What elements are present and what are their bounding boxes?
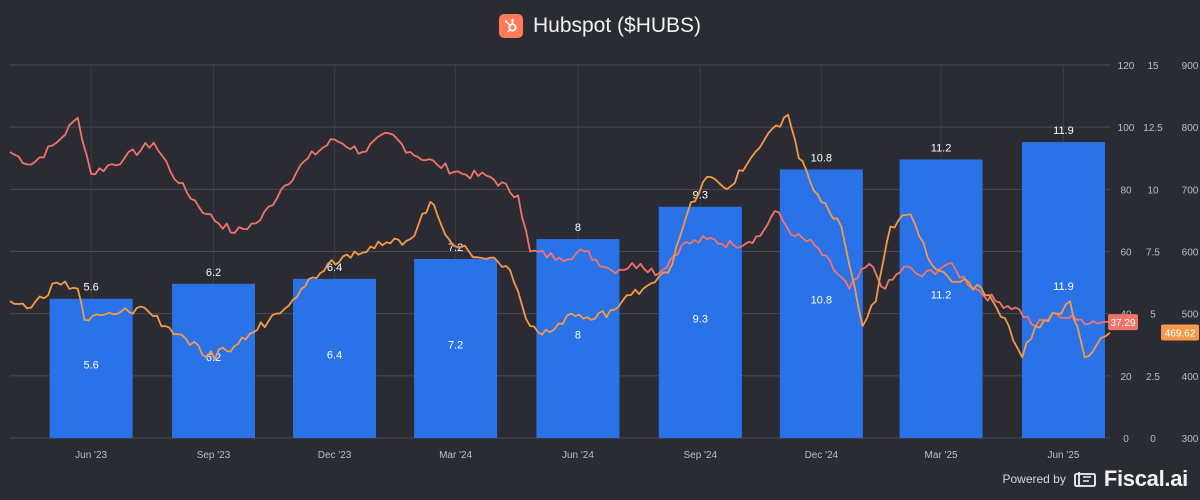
bar-inner-label: 11.2: [931, 290, 952, 302]
fiscal-ai-brand: Fiscal.ai: [1103, 466, 1188, 491]
bar-inner-label: 8: [575, 330, 581, 342]
bar-value-label: 6.2: [206, 267, 221, 279]
chart-title: Hubspot ($HUBS): [532, 14, 702, 37]
y-tick-label: 60: [1120, 248, 1132, 259]
x-tick-label: Mar '24: [439, 450, 472, 461]
x-tick-label: Sep '23: [197, 450, 231, 461]
y-tick-label: 800: [1182, 123, 1199, 134]
bar-value-label: 11.2: [931, 142, 952, 154]
bar-value-label: 11.9: [1053, 125, 1074, 137]
y-tick-label: 20: [1120, 372, 1132, 383]
series-end-tag: [1161, 324, 1199, 341]
x-tick-label: Mar '25: [925, 450, 958, 461]
series-line: [9, 113, 1111, 361]
x-tick-label: Sep '24: [684, 450, 718, 461]
series-end-label: 469.62: [1165, 329, 1196, 340]
bar-inner-label: 7.2: [448, 339, 463, 351]
y-tick-label: 7.5: [1146, 248, 1160, 259]
hubspot-logo-icon: [498, 14, 523, 38]
bar: [536, 239, 620, 438]
y-tick-label: 400: [1182, 372, 1199, 383]
series-end-tag: [1108, 314, 1138, 331]
bar: [1021, 142, 1105, 438]
y-tick-label: 15: [1147, 61, 1159, 72]
bar-value-label: 8: [575, 222, 581, 234]
fiscal-ai-logo-icon: [1073, 472, 1096, 487]
bar-inner-label: 11.9: [1053, 281, 1074, 293]
x-tick-label: Jun '25: [1047, 450, 1079, 461]
bar: [172, 283, 256, 438]
bar-inner-label: 9.3: [693, 313, 708, 325]
y-tick-label: 700: [1182, 185, 1199, 196]
x-tick-label: Dec '24: [805, 450, 839, 461]
chart-header: Hubspot ($HUBS): [0, 14, 1200, 38]
bar: [293, 278, 377, 438]
x-tick-label: Jun '23: [75, 450, 107, 461]
y-tick-label: 120: [1118, 61, 1135, 72]
series-end-label: 37.29: [1110, 318, 1135, 329]
bar-inner-label: 6.4: [327, 349, 342, 361]
y-tick-label: 900: [1182, 61, 1199, 72]
y-tick-label: 2.5: [1146, 372, 1160, 383]
bar: [899, 159, 983, 438]
bar-inner-label: 10.8: [811, 295, 832, 307]
y-tick-label: 0: [1150, 434, 1156, 445]
powered-by-label: Powered by: [1002, 472, 1066, 486]
bar-value-label: 6.4: [327, 262, 342, 274]
series-line: [9, 116, 1111, 327]
bar: [414, 258, 498, 438]
bar-value-label: 10.8: [811, 152, 832, 164]
y-tick-label: 12.5: [1143, 123, 1163, 134]
bar-inner-label: 5.6: [83, 359, 98, 371]
y-tick-label: 10: [1147, 185, 1159, 196]
y-tick-label: 5: [1150, 310, 1156, 321]
y-tick-label: 300: [1182, 434, 1199, 445]
x-tick-label: Dec '23: [318, 450, 352, 461]
y-tick-label: 100: [1118, 123, 1135, 134]
bar: [779, 169, 863, 438]
x-tick-label: Jun '24: [562, 450, 594, 461]
bar-value-label: 5.6: [83, 282, 98, 294]
bar: [49, 298, 133, 438]
footer: Powered by Fiscal.ai: [1002, 466, 1188, 492]
y-tick-label: 0: [1123, 434, 1129, 445]
y-tick-label: 500: [1182, 310, 1199, 321]
y-tick-label: 80: [1120, 185, 1132, 196]
y-tick-label: 600: [1182, 248, 1199, 259]
